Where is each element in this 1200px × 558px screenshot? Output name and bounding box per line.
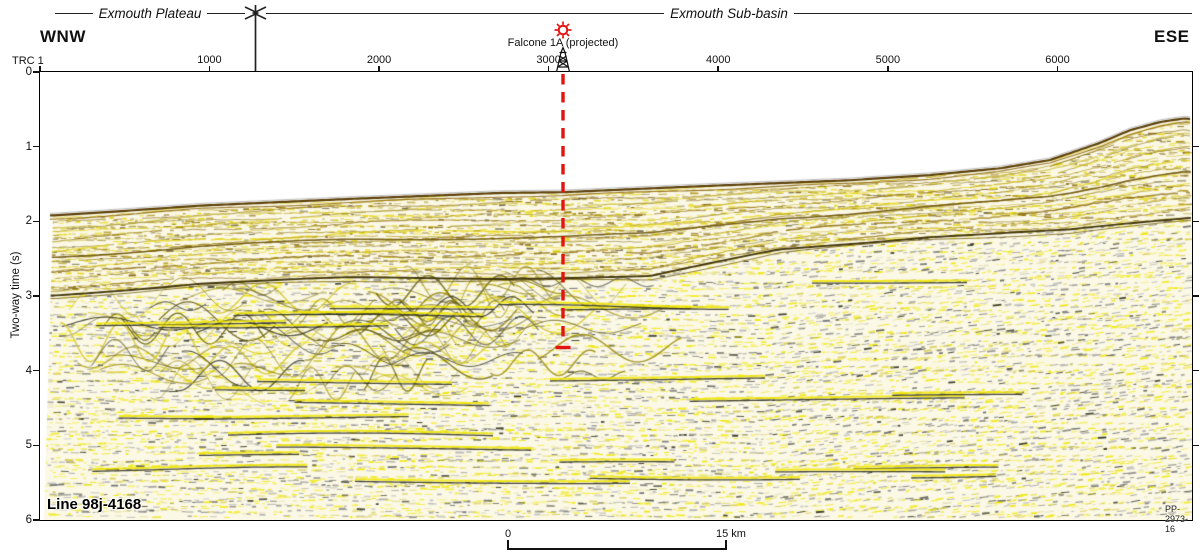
time-tick-left <box>33 71 40 73</box>
trace-tick <box>378 66 380 72</box>
orientation-ese: ESE <box>1154 27 1190 46</box>
region-arrow-left-icon <box>251 6 267 20</box>
time-tick-label: 0 <box>25 66 32 78</box>
time-tick-label: 5 <box>25 439 32 452</box>
region-span-exmouth-plateau: Exmouth Plateau <box>55 6 245 21</box>
region-span-exmouth-subbasin: Exmouth Sub-basin <box>266 6 1193 21</box>
time-tick-right <box>1192 295 1199 297</box>
time-tick-label: 4 <box>25 364 32 377</box>
trace-tick <box>717 66 720 72</box>
well-show-sun-icon <box>554 21 572 39</box>
trace-tick-origin <box>39 66 41 72</box>
trace-tick-label: 5000 <box>875 54 901 66</box>
region-line-right-b <box>793 13 1193 14</box>
region-line-left-b <box>207 13 245 14</box>
trace-tick-label: 1000 <box>197 54 222 66</box>
region-line-left-a <box>55 13 93 14</box>
trace-tick-label: 3000 <box>536 54 561 66</box>
trace-tick-label: 6000 <box>1045 54 1070 66</box>
time-tick-left <box>33 519 40 521</box>
trace-tick <box>208 66 211 72</box>
time-tick-left <box>33 295 40 297</box>
trace-tick <box>887 66 889 72</box>
time-tick-right <box>1192 369 1199 372</box>
trace-tick-label: 2000 <box>366 54 392 66</box>
trace-tick-label: 4000 <box>706 54 731 66</box>
region-label-exmouth-subbasin: Exmouth Sub-basin <box>670 6 788 21</box>
time-tick-label: 6 <box>25 514 32 526</box>
scalebar-line <box>508 548 727 550</box>
plate-id-label: PP-2973-16 <box>1164 504 1189 534</box>
trace-axis-origin-label: TRC 1 <box>12 55 44 67</box>
trace-tick <box>547 66 550 72</box>
well-label: Falcone 1A (projected) <box>507 37 619 49</box>
time-tick-left <box>33 369 40 372</box>
region-label-exmouth-plateau: Exmouth Plateau <box>98 6 202 21</box>
trace-tick <box>1056 66 1059 72</box>
time-tick-left <box>33 220 40 223</box>
time-tick-right <box>1192 145 1199 148</box>
time-tick-left <box>33 145 40 148</box>
orientation-wnw: WNW <box>40 27 86 46</box>
time-tick-right <box>1192 444 1199 447</box>
scalebar-zero-label: 0 <box>504 528 512 540</box>
scalebar-tick-left <box>507 540 509 550</box>
region-line-right-a <box>266 13 665 14</box>
time-tick-left <box>33 444 40 447</box>
time-tick-label: 2 <box>25 215 32 228</box>
seismic-image <box>40 72 1192 520</box>
region-arrow-right-icon <box>244 6 260 20</box>
scalebar-tick-right <box>725 540 727 550</box>
scalebar-distance-label: 15 km <box>716 528 746 540</box>
time-tick-label: 3 <box>25 290 32 302</box>
time-tick-right <box>1192 220 1199 223</box>
line-id-label: Line 98j-4168 <box>47 496 142 513</box>
time-tick-label: 1 <box>25 140 32 153</box>
